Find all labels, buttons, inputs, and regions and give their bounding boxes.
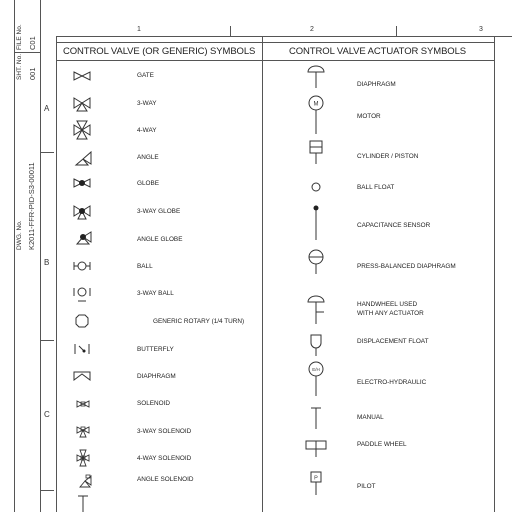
table-left-border	[56, 36, 57, 512]
three-way-valve-icon	[72, 96, 92, 112]
row-tick	[40, 340, 54, 341]
legend-label: 4-WAY SOLENOID	[137, 455, 192, 462]
paddle-wheel-icon	[304, 439, 328, 457]
cylinder-piston-actuator-icon	[307, 140, 325, 164]
svg-text:P: P	[314, 476, 318, 482]
three-way-ball-valve-icon	[72, 286, 92, 302]
drawing-frame-left	[40, 0, 41, 512]
row-label-a: A	[44, 104, 50, 113]
legend-label: PADDLE WHEEL	[357, 441, 407, 448]
left-table-header: CONTROL VALVE (OR GENERIC) SYMBOLS	[63, 46, 256, 57]
legend-label: CYLINDER / PISTON	[357, 153, 419, 160]
ball-valve-icon	[72, 260, 92, 272]
column-tick	[230, 26, 231, 36]
drawing-number-value: K2011-FFR-PID-S3-00011	[27, 162, 36, 250]
legend-label: ANGLE	[137, 154, 159, 161]
displacement-float-icon	[309, 334, 323, 356]
legend-label: GLOBE	[137, 180, 160, 187]
angle-globe-valve-icon	[74, 230, 92, 246]
legend-label: 3-WAY	[137, 100, 157, 107]
diaphragm-valve-icon	[72, 370, 92, 382]
legend-label: DISPLACEMENT FLOAT	[357, 338, 429, 345]
row-tick	[40, 490, 54, 491]
ball-float-icon	[310, 181, 322, 193]
column-label-2: 2	[310, 26, 314, 33]
pilot-actuator-icon: P	[309, 471, 323, 495]
legend-label: ANGLE GLOBE	[137, 236, 183, 243]
manual-stem-partial-icon	[76, 494, 90, 512]
sheet-label: SHT. No.	[16, 53, 23, 80]
manual-actuator-icon	[310, 407, 322, 429]
globe-valve-icon	[72, 177, 92, 189]
drawing-number-label: DWG. No.	[16, 220, 23, 250]
column-label-1: 1	[137, 26, 141, 33]
legend-label-continued: WITH ANY ACTUATOR	[357, 310, 424, 317]
title-block-border	[14, 0, 15, 512]
svg-text:E/H: E/H	[312, 367, 320, 372]
legend-label: DIAPHRAGM	[357, 81, 396, 88]
column-label-3: 3	[479, 26, 483, 33]
angle-solenoid-valve-icon	[78, 474, 92, 488]
legend-label: ANGLE SOLENOID	[137, 476, 194, 483]
generic-rotary-valve-icon	[74, 313, 90, 329]
legend-label: ELECTRO-HYDRAULIC	[357, 379, 427, 386]
row-label-b: B	[44, 258, 50, 267]
motor-actuator-icon: M	[306, 94, 326, 134]
sheet-value: 001	[28, 67, 37, 80]
right-table-header: CONTROL VALVE ACTUATOR SYMBOLS	[289, 46, 467, 57]
column-zone-border	[56, 36, 512, 37]
legend-label: BUTTERFLY	[137, 346, 174, 353]
four-way-valve-icon	[72, 120, 92, 140]
legend-label: 4-WAY	[137, 127, 157, 134]
row-tick	[40, 152, 54, 153]
legend-label: PRESS-BALANCED DIAPHRAGM	[357, 263, 456, 270]
press-balanced-diaphragm-icon	[306, 248, 326, 274]
three-way-solenoid-valve-icon	[76, 425, 90, 439]
solenoid-valve-icon	[76, 399, 90, 409]
gate-valve-icon	[72, 70, 92, 82]
column-tick	[396, 26, 397, 36]
four-way-solenoid-valve-icon	[76, 449, 90, 467]
header-bottom-border	[56, 60, 494, 61]
table-center-divider	[262, 36, 263, 512]
angle-valve-icon	[74, 150, 92, 166]
legend-label: 3-WAY SOLENOID	[137, 428, 192, 435]
legend-label: SOLENOID	[137, 400, 171, 407]
three-way-globe-valve-icon	[72, 204, 92, 220]
file-value: C01	[28, 36, 37, 50]
legend-label: BALL	[137, 263, 153, 270]
handwheel-icon	[306, 294, 326, 324]
row-label-c: C	[44, 410, 50, 419]
legend-label: CAPACITANCE SENSOR	[357, 222, 431, 229]
legend-label: 3-WAY GLOBE	[137, 208, 181, 215]
title-block-divider	[14, 52, 40, 53]
legend-label: 3-WAY BALL	[137, 290, 174, 297]
legend-label: GENERIC ROTARY (1/4 TURN)	[153, 318, 245, 325]
header-top-border	[56, 42, 494, 43]
file-label: FILE No.	[16, 24, 23, 50]
legend-label: MOTOR	[357, 113, 381, 120]
capacitance-sensor-icon	[310, 204, 322, 240]
table-right-border	[494, 36, 495, 512]
legend-label: DIAPHRAGM	[137, 373, 176, 380]
svg-text:M: M	[314, 102, 319, 108]
diaphragm-actuator-icon	[306, 64, 326, 88]
legend-label: MANUAL	[357, 414, 384, 421]
legend-label: GATE	[137, 72, 154, 79]
legend-label: BALL FLOAT	[357, 184, 395, 191]
butterfly-valve-icon	[72, 342, 92, 356]
legend-label: PILOT	[357, 483, 376, 490]
electro-hydraulic-actuator-icon: E/H	[306, 360, 326, 396]
legend-label: HANDWHEEL USED	[357, 301, 418, 308]
